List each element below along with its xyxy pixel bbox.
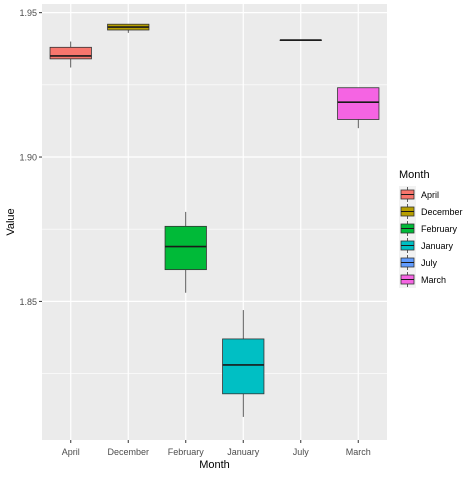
box-march xyxy=(337,87,380,129)
y-axis: 1.85 1.90 1.95 xyxy=(19,8,42,307)
box-body xyxy=(222,338,265,395)
legend-item-april: April xyxy=(399,186,439,203)
y-axis-title: Value xyxy=(5,208,17,235)
legend-label: January xyxy=(421,241,454,251)
box-body xyxy=(49,46,92,60)
x-tick-label: December xyxy=(107,447,149,457)
box-december xyxy=(107,23,150,33)
box-body xyxy=(164,225,207,271)
y-tick-label: 1.85 xyxy=(19,297,37,307)
legend-label: April xyxy=(421,190,439,200)
legend-item-july: July xyxy=(399,254,438,271)
box-february xyxy=(164,211,207,293)
y-tick-label: 1.90 xyxy=(19,153,37,163)
legend-label: March xyxy=(421,275,446,285)
y-tick-label: 1.95 xyxy=(19,8,37,18)
legend-title: Month xyxy=(399,169,430,181)
legend-label: December xyxy=(421,207,463,217)
x-tick-label: April xyxy=(62,447,80,457)
x-axis: April December February January July March xyxy=(62,440,371,457)
box-july xyxy=(279,39,322,41)
legend-item-february: February xyxy=(399,220,458,237)
legend-label: July xyxy=(421,258,438,268)
x-tick-label: January xyxy=(227,447,260,457)
x-axis-title: Month xyxy=(199,459,230,471)
legend-item-december: December xyxy=(399,203,463,220)
box-layer xyxy=(49,23,380,417)
box-body xyxy=(337,87,380,120)
legend-item-march: March xyxy=(399,271,446,288)
x-tick-label: July xyxy=(293,447,310,457)
x-tick-label: March xyxy=(346,447,371,457)
legend: Month April December February January July Ma… xyxy=(399,169,463,288)
box-january xyxy=(222,310,265,417)
box-april xyxy=(49,41,92,68)
legend-label: February xyxy=(421,224,458,234)
legend-item-january: January xyxy=(399,237,454,254)
x-tick-label: February xyxy=(168,447,205,457)
plot-panel xyxy=(42,4,387,440)
